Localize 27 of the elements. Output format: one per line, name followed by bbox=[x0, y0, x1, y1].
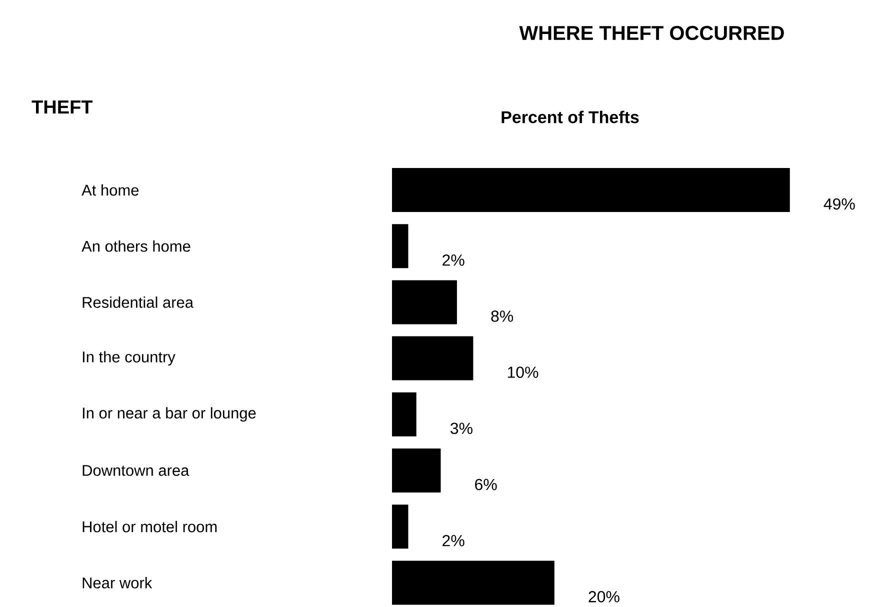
y-tick-label: In the country bbox=[82, 351, 176, 366]
bar bbox=[392, 504, 408, 549]
y-tick-label: Near work bbox=[82, 577, 152, 588]
data-label: 20% bbox=[588, 591, 620, 602]
chart-subtitle: Percent of Thefts bbox=[502, 110, 639, 124]
y-tick-label: In or near a bar or lounge bbox=[82, 407, 256, 422]
bar bbox=[392, 448, 441, 492]
data-label: 3% bbox=[450, 422, 472, 434]
chart-title: WHERE THEFT OCCURRED bbox=[519, 26, 784, 40]
bar bbox=[392, 392, 416, 436]
data-label: 8% bbox=[491, 310, 514, 322]
data-label: 2% bbox=[442, 534, 464, 546]
data-label: 10% bbox=[508, 366, 538, 378]
y-tick-label: Residential area bbox=[82, 296, 194, 308]
y-tick-label: Hotel or motel room bbox=[82, 520, 217, 532]
data-label: 6% bbox=[475, 478, 497, 490]
bar bbox=[392, 560, 554, 605]
y-tick-label: An others home bbox=[82, 240, 190, 252]
y-tick-label: Downtown area bbox=[82, 465, 190, 476]
text: THEFT bbox=[32, 100, 93, 114]
bar bbox=[392, 224, 408, 268]
data-label: 2% bbox=[442, 254, 464, 266]
bar bbox=[392, 168, 790, 212]
bar bbox=[392, 336, 474, 380]
bar bbox=[392, 280, 457, 324]
data-label: 49% bbox=[824, 198, 855, 210]
y-tick-label: At home bbox=[82, 184, 139, 196]
